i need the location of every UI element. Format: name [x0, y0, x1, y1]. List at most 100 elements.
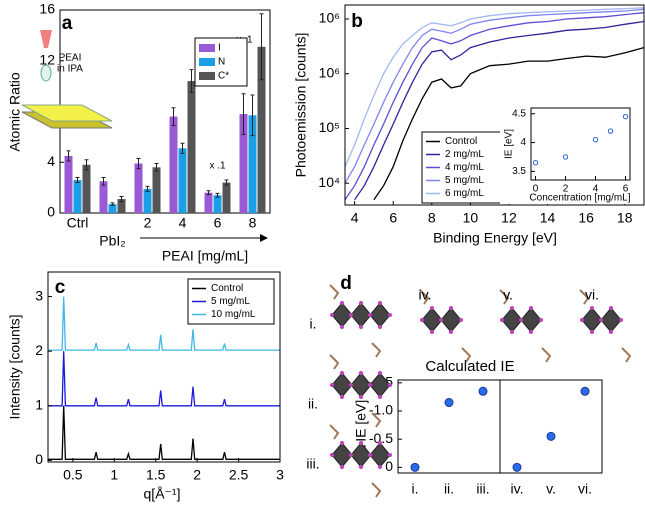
y-tick-label: 10⁵ — [319, 119, 340, 135]
x-tick-label: 4 — [179, 215, 187, 231]
error-bar — [101, 176, 106, 186]
y-tick-label: 10⁶ — [319, 64, 340, 80]
bar — [187, 81, 196, 213]
y-tick-label: 16 — [39, 1, 55, 17]
point — [607, 128, 614, 134]
atom — [388, 383, 392, 387]
structure-label: v. — [503, 287, 513, 303]
point — [444, 398, 454, 408]
atom — [378, 465, 382, 469]
error-bar — [171, 107, 176, 126]
atom — [330, 383, 334, 387]
x-axis-label: PEAI [mg/mL] — [162, 248, 248, 264]
inset-text: PEAI — [59, 53, 82, 64]
x-axis-label: Binding Energy [eV] — [433, 230, 557, 246]
organic-chain — [329, 354, 382, 428]
atom — [368, 453, 372, 457]
bar — [178, 148, 187, 213]
panel-letter: d — [340, 273, 352, 294]
error-bar — [206, 190, 211, 196]
error-bar — [145, 185, 150, 192]
legend-swatch — [199, 72, 215, 80]
atom — [539, 318, 543, 322]
point — [410, 462, 420, 472]
atom — [609, 306, 613, 310]
structure-label: iii. — [306, 456, 319, 472]
atom — [359, 325, 363, 329]
point — [562, 154, 569, 160]
atom — [340, 441, 344, 445]
legend-swatch — [199, 44, 215, 52]
point — [478, 386, 488, 396]
atom — [619, 318, 623, 322]
bar — [169, 116, 178, 213]
atom — [349, 383, 353, 387]
atom — [529, 306, 533, 310]
atom — [340, 465, 344, 469]
y-tick-label: -1.0 — [369, 402, 393, 418]
atom — [359, 465, 363, 469]
bar — [152, 167, 161, 213]
legend-label: N — [218, 57, 225, 68]
atom — [459, 318, 463, 322]
atom — [449, 330, 453, 334]
y-tick-label: 12 — [39, 51, 55, 67]
x-tick-label: vi. — [578, 481, 592, 497]
structure-label: i. — [310, 316, 317, 332]
structure-label: vi. — [585, 287, 599, 303]
error-bar — [180, 142, 185, 154]
x-tick-label: Ctrl — [67, 215, 89, 231]
error-bar — [241, 93, 246, 135]
point — [546, 431, 556, 441]
x-tick-label: 2 — [144, 215, 152, 231]
atom — [378, 441, 382, 445]
legend-label: 5 mg/mL — [211, 296, 250, 307]
atom — [510, 306, 514, 310]
x-tick-label: 6 — [214, 215, 222, 231]
x-tick-label: 1 — [110, 467, 118, 483]
y-tick-label: 3.5 — [512, 166, 526, 177]
x-tick-label: iv. — [511, 481, 524, 497]
y-tick-label: 10⁴ — [318, 174, 340, 190]
data-line — [48, 351, 280, 407]
inset-text: in IPA — [57, 64, 83, 75]
x-tick-label: v. — [546, 481, 556, 497]
atom — [609, 330, 613, 334]
error-bar — [154, 163, 159, 172]
atom — [378, 301, 382, 305]
atom — [378, 371, 382, 375]
x-tick-label: 6 — [623, 184, 629, 195]
inset-background — [500, 100, 638, 204]
y-axis-label: Photoemission [counts] — [293, 33, 309, 178]
legend-label: 2 mg/mL — [445, 149, 484, 160]
x-tick-label: 3 — [276, 467, 284, 483]
legend-label: 4 mg/mL — [445, 162, 484, 173]
y-axis-label: Atomic Ratio — [7, 72, 23, 152]
bar — [239, 114, 248, 213]
atom — [359, 301, 363, 305]
point — [512, 462, 522, 472]
point — [532, 160, 539, 166]
y-axis-label: Intensity [counts] — [7, 314, 23, 419]
y-tick-label: 4 — [47, 153, 55, 169]
y-tick-label: 0 — [385, 458, 393, 474]
atom — [330, 313, 334, 317]
y-axis-label: IE [eV] — [504, 129, 515, 159]
atom — [420, 318, 424, 322]
atom — [519, 318, 523, 322]
bar — [82, 164, 91, 213]
atom — [580, 318, 584, 322]
legend-label: 10 mg/mL — [211, 309, 256, 320]
bar — [222, 182, 231, 213]
x-tick-label: 18 — [617, 210, 633, 226]
panel-letter: b — [351, 11, 363, 32]
atom — [590, 306, 594, 310]
y-tick-label: 4 — [520, 137, 526, 148]
atom — [439, 318, 443, 322]
bar — [257, 46, 266, 214]
atom — [340, 325, 344, 329]
legend-label: I — [218, 43, 221, 54]
plot-frame — [47, 271, 281, 463]
annotation: x .1 — [209, 161, 226, 172]
